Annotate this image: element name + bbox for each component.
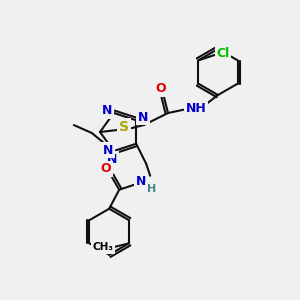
Text: N: N <box>138 111 148 124</box>
Text: N: N <box>102 104 112 118</box>
Text: O: O <box>156 82 166 95</box>
Text: H: H <box>147 184 156 194</box>
Text: N: N <box>136 175 146 188</box>
Text: N: N <box>106 152 117 166</box>
Text: NH: NH <box>186 103 206 116</box>
Text: Cl: Cl <box>217 47 230 60</box>
Text: N: N <box>103 143 113 157</box>
Text: O: O <box>101 162 112 175</box>
Text: CH₃: CH₃ <box>93 242 114 252</box>
Text: S: S <box>119 120 129 134</box>
